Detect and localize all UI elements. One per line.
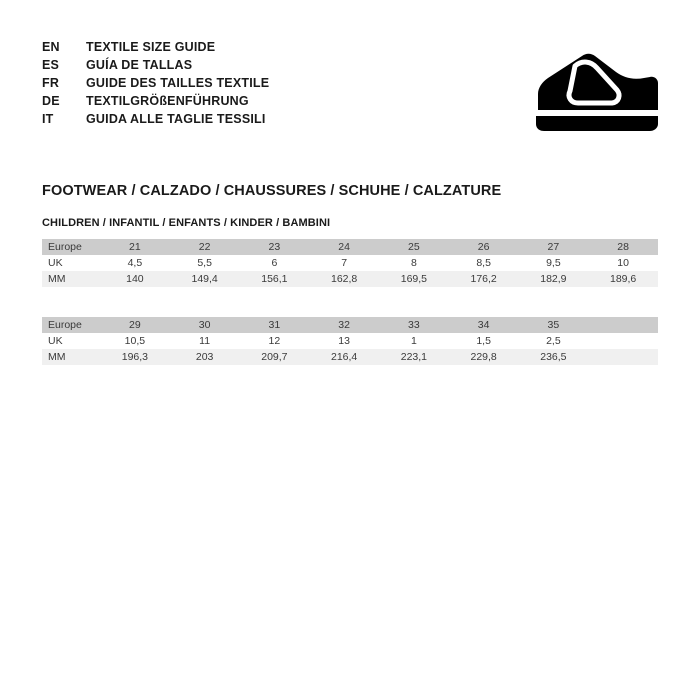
language-label: TEXTILE SIZE GUIDE	[86, 40, 216, 54]
table-cell: 2,5	[518, 333, 589, 349]
section-subtitle: CHILDREN / INFANTIL / ENFANTS / KINDER /…	[42, 217, 331, 229]
table-cell: 13	[309, 333, 379, 349]
table-cell: 26	[448, 239, 519, 255]
table-cell: 229,8	[448, 349, 519, 365]
table-row-europe: Europe 29 30 31 32 33 34 35	[42, 317, 658, 333]
table-row-uk: UK 10,5 11 12 13 1 1,5 2,5	[42, 333, 658, 349]
table-cell: 209,7	[239, 349, 310, 365]
language-label: TEXTILGRÖßENFÜHRUNG	[86, 94, 249, 108]
table-cell: 7	[309, 255, 379, 271]
table-cell: 140	[100, 271, 170, 287]
language-row-de: DE TEXTILGRÖßENFÜHRUNG	[42, 92, 472, 110]
language-title-list: EN TEXTILE SIZE GUIDE ES GUÍA DE TALLAS …	[42, 38, 472, 128]
table-cell: 4,5	[100, 255, 170, 271]
language-code: EN	[42, 40, 60, 54]
row-label: UK	[42, 255, 100, 271]
table-cell: 1,5	[448, 333, 519, 349]
table-cell: 27	[518, 239, 589, 255]
language-row-it: IT GUIDA ALLE TAGLIE TESSILI	[42, 110, 472, 128]
table-cell: 236,5	[518, 349, 589, 365]
table-cell: 196,3	[100, 349, 170, 365]
table-cell: 34	[448, 317, 519, 333]
table-cell-empty	[588, 317, 658, 333]
table-cell: 176,2	[448, 271, 519, 287]
table-cell: 10	[588, 255, 658, 271]
table-cell: 22	[169, 239, 240, 255]
language-code: ES	[42, 58, 60, 72]
table-cell: 216,4	[309, 349, 379, 365]
language-label: GUIDE DES TAILLES TEXTILE	[86, 76, 270, 90]
table-row-uk: UK 4,5 5,5 6 7 8 8,5 9,5 10	[42, 255, 658, 271]
language-row-fr: FR GUIDE DES TAILLES TEXTILE	[42, 74, 472, 92]
language-label: GUÍA DE TALLAS	[86, 58, 193, 72]
table-cell: 169,5	[379, 271, 449, 287]
table-cell: 223,1	[379, 349, 449, 365]
table-cell: 10,5	[100, 333, 170, 349]
table-cell: 162,8	[309, 271, 379, 287]
sneaker-icon	[512, 32, 672, 137]
table-cell: 6	[239, 255, 310, 271]
table-cell: 29	[100, 317, 170, 333]
size-table-children-large: Europe 29 30 31 32 33 34 35 UK 10,5 11 1…	[42, 317, 658, 365]
size-table-children-small: Europe 21 22 23 24 25 26 27 28 UK 4,5 5,…	[42, 239, 658, 287]
page-title: FOOTWEAR / CALZADO / CHAUSSURES / SCHUHE…	[42, 183, 502, 199]
table-cell: 203	[169, 349, 240, 365]
row-label: Europe	[42, 317, 100, 333]
table-cell: 21	[100, 239, 170, 255]
table-cell: 5,5	[169, 255, 240, 271]
table-row-mm: MM 140 149,4 156,1 162,8 169,5 176,2 182…	[42, 271, 658, 287]
table-cell: 24	[309, 239, 379, 255]
language-code: IT	[42, 112, 54, 126]
language-code: DE	[42, 94, 60, 108]
table-cell-empty	[588, 349, 658, 365]
table-cell: 32	[309, 317, 379, 333]
table-cell: 35	[518, 317, 589, 333]
language-row-es: ES GUÍA DE TALLAS	[42, 56, 472, 74]
row-label: MM	[42, 271, 100, 287]
table-cell: 28	[588, 239, 658, 255]
table-cell: 12	[239, 333, 310, 349]
table-row-europe: Europe 21 22 23 24 25 26 27 28	[42, 239, 658, 255]
row-label: UK	[42, 333, 100, 349]
table-cell: 23	[239, 239, 310, 255]
table-cell: 189,6	[588, 271, 658, 287]
language-code: FR	[42, 76, 60, 90]
table-cell: 156,1	[239, 271, 310, 287]
table-cell: 182,9	[518, 271, 589, 287]
table-cell: 1	[379, 333, 449, 349]
table-cell: 8,5	[448, 255, 519, 271]
language-label: GUIDA ALLE TAGLIE TESSILI	[86, 112, 266, 126]
table-cell: 149,4	[169, 271, 240, 287]
table-cell: 33	[379, 317, 449, 333]
table-row-mm: MM 196,3 203 209,7 216,4 223,1 229,8 236…	[42, 349, 658, 365]
table-cell: 30	[169, 317, 240, 333]
table-cell: 8	[379, 255, 449, 271]
table-cell: 11	[169, 333, 240, 349]
table-cell: 25	[379, 239, 449, 255]
row-label: MM	[42, 349, 100, 365]
table-cell: 9,5	[518, 255, 589, 271]
language-row-en: EN TEXTILE SIZE GUIDE	[42, 38, 472, 56]
table-cell-empty	[588, 333, 658, 349]
row-label: Europe	[42, 239, 100, 255]
table-cell: 31	[239, 317, 310, 333]
